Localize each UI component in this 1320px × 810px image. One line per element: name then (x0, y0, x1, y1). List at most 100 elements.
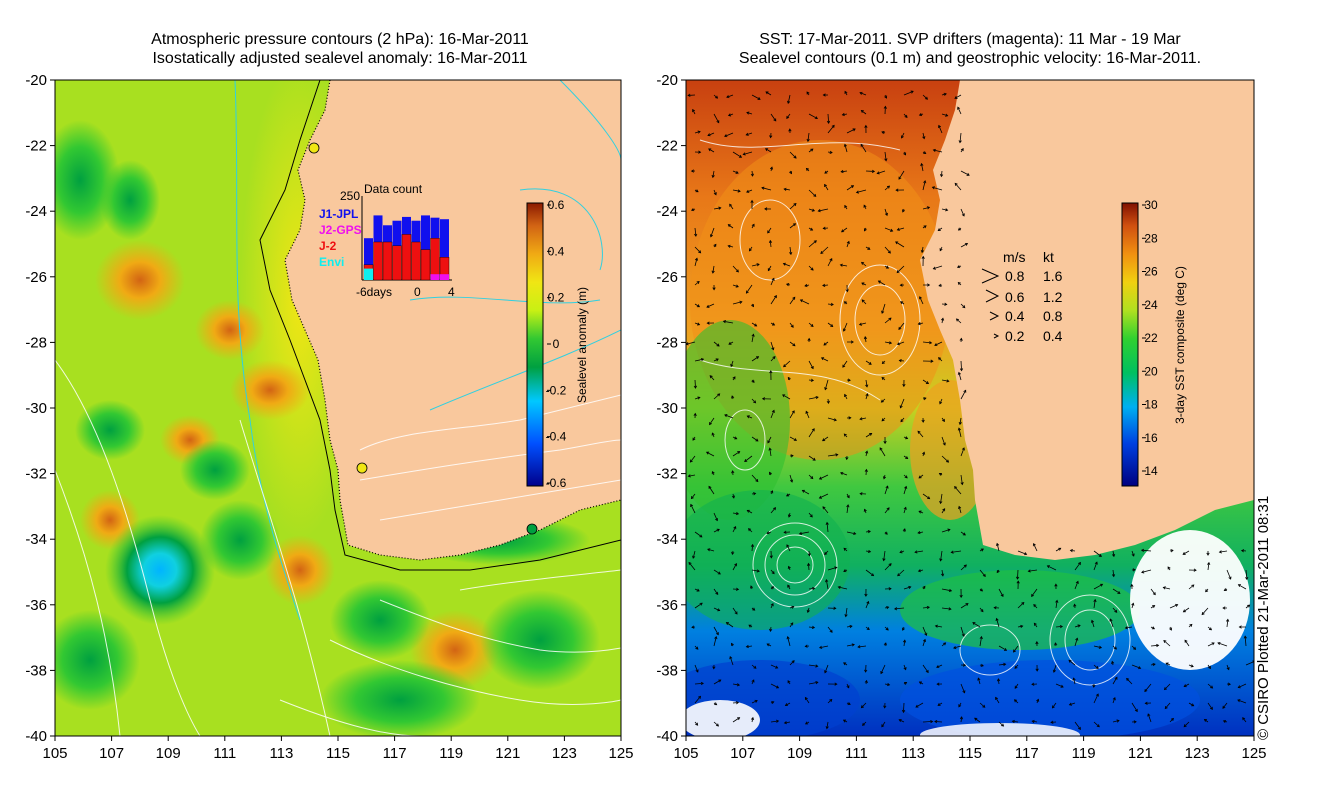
velocity-vector (805, 411, 810, 419)
velocity-vector (1028, 569, 1038, 572)
velocity-vector (819, 493, 829, 499)
velocity-vector (884, 485, 889, 495)
velocity-vector (1017, 602, 1025, 609)
velocity-vector-head (915, 704, 919, 708)
velocity-vector (957, 107, 962, 115)
velocity-vector-head (783, 364, 787, 368)
velocity-vector (861, 110, 867, 115)
velocity-vector-head (898, 176, 902, 180)
velocity-vector-head (756, 569, 760, 573)
velocity-vector (712, 265, 715, 274)
velocity-vector-head (1190, 664, 1194, 668)
velocity-vector (708, 486, 715, 495)
velocity-vector-head (754, 699, 758, 703)
velocity-vector-head (755, 478, 759, 483)
velocity-vector (934, 721, 943, 723)
velocity-vector-head (734, 611, 738, 615)
left-panel-title: Atmospheric pressure contours (2 hPa): 1… (60, 30, 620, 68)
sla-colorbar-label: Sealevel anomaly (m) (575, 287, 589, 403)
velocity-vector (824, 379, 829, 390)
velocity-vector (786, 544, 791, 552)
velocity-vector-head (822, 506, 826, 510)
velocity-vector-head (1068, 659, 1072, 663)
velocity-vector-head (1156, 643, 1160, 648)
velocity-vector-head (735, 269, 739, 273)
right-lon-label: 109 (787, 745, 812, 762)
velocity-vector-head (782, 394, 786, 398)
velocity-vector (694, 246, 701, 254)
velocity-vector-head (793, 203, 797, 207)
velocity-vector-head (834, 566, 838, 570)
velocity-vector (713, 94, 718, 99)
velocity-vector (751, 474, 759, 482)
velocity-vector (827, 567, 837, 571)
velocity-arrow-0-2 (993, 333, 1000, 339)
velocity-vector (706, 451, 715, 457)
velocity-vector-head (922, 136, 926, 140)
velocity-vector-head (895, 241, 899, 245)
velocity-vector (688, 474, 696, 477)
velocity-vector-head (731, 395, 735, 399)
velocity-vector-head (921, 255, 925, 259)
velocity-vector (787, 636, 791, 647)
left-lon-label: 111 (213, 745, 236, 762)
velocity-vector (805, 697, 810, 704)
right-lon-label: 113 (901, 745, 925, 762)
velocity-vector-head (692, 555, 696, 559)
sst-colorbar-tick-label: 14 (1144, 464, 1158, 478)
velocity-vector-head (698, 150, 702, 154)
velocity-vector (998, 721, 1004, 727)
velocity-vector-head (1164, 706, 1168, 710)
velocity-vector-head (1210, 685, 1214, 689)
left-lon-label: 113 (269, 745, 293, 762)
velocity-vector-head (864, 593, 868, 597)
velocity-vector-head (810, 148, 814, 152)
velocity-vector (707, 548, 715, 552)
velocity-vector (746, 284, 753, 294)
right-lat-label: -28 (656, 334, 678, 351)
velocity-vector (1069, 702, 1076, 706)
right-lon-label: 107 (730, 745, 755, 762)
velocity-vector (865, 601, 869, 609)
velocity-vector (782, 394, 791, 400)
velocity-vector (941, 508, 946, 514)
velocity-vector-head (922, 585, 926, 589)
velocity-vector-head (706, 321, 710, 325)
velocity-vector-head (714, 702, 718, 706)
velocity-vector-head (807, 553, 811, 557)
velocity-vector-head (884, 95, 888, 99)
left-title-line2: Isostatically adjusted sealevel anomaly:… (152, 50, 528, 67)
velocity-vector-head (1114, 676, 1118, 680)
velocity-vector-head (1228, 576, 1232, 580)
velocity-vector-head (904, 682, 908, 685)
velocity-vector (898, 322, 905, 330)
left-lon-label: 125 (608, 745, 633, 762)
velocity-vector (1032, 720, 1038, 723)
velocity-vector (694, 531, 703, 538)
velocity-vector (1245, 661, 1254, 666)
velocity-vector (1052, 702, 1057, 709)
left-lon-label: 107 (99, 745, 124, 762)
pressure-contours-cyan (234, 80, 621, 621)
velocity-vector-head (695, 722, 699, 726)
velocity-vector (822, 506, 829, 514)
velocity-vector-head (824, 551, 828, 556)
velocity-vector-head (753, 400, 757, 404)
velocity-vector-head (739, 300, 743, 304)
inset-bar-j2-gps (440, 274, 449, 280)
velocity-vector-head (1237, 699, 1241, 703)
velocity-vector-head (927, 496, 931, 500)
velocity-vector-head (942, 418, 945, 422)
velocity-vector-head (750, 543, 755, 548)
velocity-vector-head (1003, 647, 1008, 651)
velocity-vector-head (843, 547, 847, 551)
velocity-vector-head (1205, 589, 1209, 593)
velocity-vector (1141, 569, 1152, 573)
velocity-vector-head (959, 337, 963, 341)
velocity-vector-head (879, 447, 883, 451)
velocity-vector-head (886, 682, 891, 687)
tide-gauge-marker (356, 462, 368, 474)
velocity-vector-head (1113, 646, 1117, 650)
velocity-vector (998, 645, 1007, 651)
velocity-vector-head (707, 133, 711, 137)
